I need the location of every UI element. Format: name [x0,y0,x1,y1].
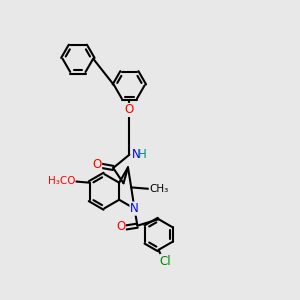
Text: O: O [116,220,125,233]
Text: O: O [125,103,134,116]
Text: Cl: Cl [160,254,172,268]
Text: N: N [131,148,140,161]
Text: H: H [138,148,147,161]
Text: O: O [92,158,102,171]
Text: CH₃: CH₃ [149,184,169,194]
Text: H₃CO: H₃CO [48,176,75,186]
Text: N: N [130,202,139,215]
